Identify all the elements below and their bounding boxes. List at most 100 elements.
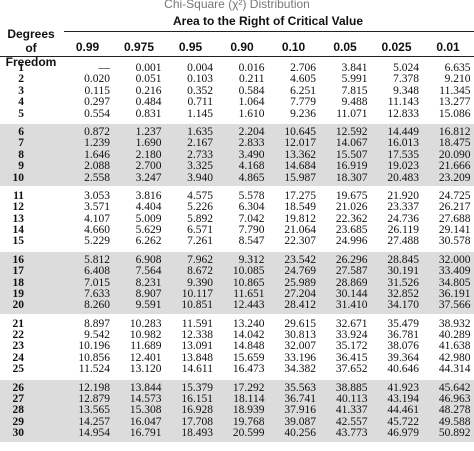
critical-value: 9.210 (444, 73, 471, 86)
critical-value: 45.722 (387, 415, 419, 428)
critical-value: 18.307 (335, 171, 368, 184)
critical-value: 23.685 (335, 224, 368, 236)
critical-value: 6.635 (444, 62, 471, 74)
column-header: 0.95 (178, 40, 203, 54)
critical-value: 3.247 (135, 171, 162, 184)
critical-value: 15.379 (181, 381, 213, 394)
critical-value: 17.535 (387, 148, 419, 161)
shaded-band (0, 379, 474, 442)
degrees-of-freedom: 2 (18, 73, 24, 86)
critical-value: 1.635 (187, 125, 213, 138)
critical-value: 0.001 (135, 62, 162, 74)
critical-value: 19.675 (335, 189, 368, 202)
critical-value: 16.473 (232, 363, 265, 376)
critical-value: 15.086 (438, 107, 471, 120)
critical-value: 46.963 (438, 392, 471, 405)
degrees-of-freedom: 6 (18, 125, 24, 138)
critical-value: 12.401 (129, 351, 162, 364)
critical-value: 34.170 (387, 299, 419, 312)
critical-value: 15.308 (129, 404, 162, 417)
critical-value: 14.042 (232, 329, 265, 341)
critical-value: 3.816 (135, 189, 162, 202)
degrees-of-freedom: 12 (12, 201, 25, 214)
critical-value: 32.000 (438, 253, 471, 266)
critical-value: 2.558 (84, 171, 110, 184)
critical-value: 28.869 (335, 276, 368, 289)
critical-value: 42.980 (438, 351, 471, 364)
critical-value: 10.085 (232, 265, 265, 278)
critical-value: 14.848 (232, 340, 265, 353)
critical-value: 3.053 (84, 189, 110, 202)
critical-value: 11.143 (387, 96, 419, 109)
degrees-of-freedom: 19 (12, 287, 25, 300)
critical-value: 12.592 (335, 125, 368, 138)
critical-value: 0.872 (84, 125, 110, 138)
critical-value: 40.113 (336, 392, 368, 405)
critical-value: 30.578 (438, 235, 471, 248)
critical-value: 41.923 (387, 381, 419, 394)
critical-value: 6.262 (135, 235, 162, 248)
critical-value: 32.671 (335, 317, 368, 330)
critical-value: 23.542 (284, 253, 316, 266)
critical-value: 11.651 (233, 287, 265, 300)
critical-value: 19.023 (387, 160, 419, 173)
critical-value: 35.172 (335, 340, 368, 353)
column-header: 0.99 (75, 40, 100, 54)
degrees-of-freedom: 23 (12, 340, 25, 353)
degrees-of-freedom: 16 (12, 253, 25, 266)
critical-value: 0.711 (187, 96, 213, 109)
critical-value: 0.216 (135, 84, 162, 97)
critical-value: 13.848 (181, 351, 213, 364)
critical-value: 20.483 (387, 171, 419, 184)
critical-value: 21.920 (387, 189, 419, 202)
rule (0, 56, 474, 57)
critical-value: 27.204 (284, 287, 316, 300)
critical-value: 18.475 (438, 137, 471, 150)
critical-value: 2.733 (187, 148, 213, 161)
critical-value: 15.987 (284, 171, 316, 184)
critical-value: 10.851 (181, 299, 213, 312)
critical-value: 2.180 (135, 148, 162, 161)
critical-value: 2.167 (187, 137, 213, 150)
critical-value: 20.599 (232, 427, 265, 440)
critical-value: 16.151 (181, 392, 213, 405)
critical-value: 5.009 (135, 212, 162, 225)
critical-value: 24.769 (284, 265, 316, 278)
critical-value: 5.226 (187, 201, 213, 214)
critical-value: 27.488 (387, 235, 419, 248)
critical-value: 11.591 (181, 317, 213, 330)
critical-value: 9.488 (341, 96, 368, 109)
critical-value: 8.231 (135, 276, 162, 289)
critical-value: 7.815 (341, 84, 368, 97)
critical-value: 7.564 (135, 265, 162, 278)
critical-value: 38.932 (438, 317, 471, 330)
degrees-of-freedom: 25 (12, 363, 25, 376)
critical-value: 40.289 (438, 329, 471, 341)
critical-value: 36.191 (438, 287, 471, 300)
critical-value: 1.064 (238, 96, 265, 109)
critical-value: 2.700 (135, 160, 162, 173)
critical-value: 34.382 (284, 363, 316, 376)
critical-value: 16.928 (181, 404, 213, 417)
column-group-label: Area to the Right of Critical Value (172, 14, 364, 28)
critical-value: 42.557 (335, 415, 368, 428)
critical-value: 12.198 (78, 381, 110, 394)
column-header: 0.01 (436, 40, 460, 54)
critical-value: 38.885 (335, 381, 368, 394)
critical-value: 12.017 (284, 137, 316, 150)
critical-value: 4.404 (135, 201, 162, 214)
critical-value: 26.217 (438, 201, 471, 214)
critical-value: 13.362 (284, 148, 316, 161)
critical-value: 1.646 (84, 148, 110, 161)
critical-value: 8.907 (135, 287, 162, 300)
critical-value: 2.706 (290, 62, 316, 74)
critical-value: 4.575 (187, 189, 213, 202)
degrees-of-freedom: 29 (12, 415, 25, 428)
critical-value: 0.584 (238, 84, 265, 97)
critical-value: 12.338 (181, 329, 213, 341)
critical-value: 33.924 (335, 329, 368, 341)
critical-value: 21.064 (284, 224, 316, 236)
critical-value: 13.844 (129, 381, 162, 394)
critical-value: 11.345 (439, 84, 471, 97)
